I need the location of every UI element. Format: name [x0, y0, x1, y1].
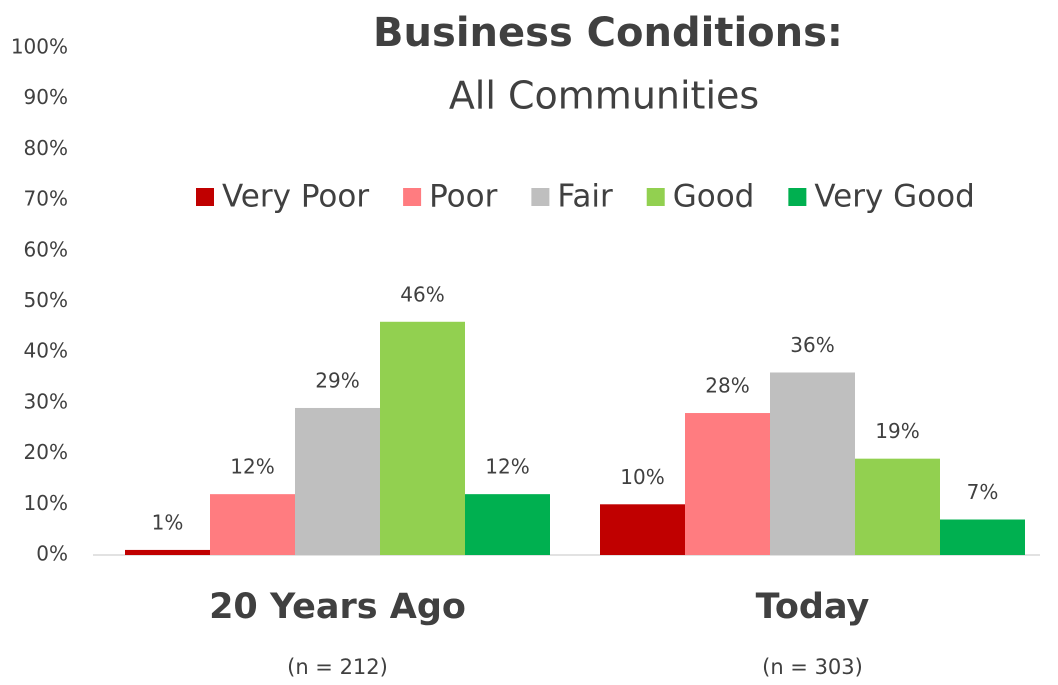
data-label: 36% — [790, 333, 834, 357]
legend-label: Fair — [557, 179, 613, 215]
data-label: 10% — [620, 465, 664, 489]
bar — [295, 407, 380, 555]
bar — [210, 494, 295, 555]
x-tick-label: Today — [756, 587, 870, 627]
bar — [770, 372, 855, 555]
bar — [685, 413, 770, 555]
y-tick-label: 70% — [24, 187, 68, 211]
y-tick-label: 50% — [24, 288, 68, 312]
data-label: 12% — [485, 455, 529, 479]
bar — [600, 504, 685, 555]
legend-label: Poor — [429, 179, 498, 215]
category-note: (n = 212) — [287, 655, 388, 679]
legend-label: Very Poor — [222, 179, 369, 215]
legend-label: Very Good — [814, 179, 974, 215]
chart-title: Business Conditions: — [373, 10, 843, 56]
y-tick-label: 40% — [24, 339, 68, 363]
bar — [940, 519, 1025, 555]
y-tick-label: 60% — [24, 237, 68, 261]
y-tick-label: 90% — [24, 85, 68, 109]
legend-swatch — [788, 188, 807, 206]
legend-swatch — [646, 188, 665, 206]
legend-label: Good — [673, 179, 755, 215]
x-tick-label: 20 Years Ago — [209, 587, 466, 627]
legend-swatch — [531, 188, 550, 206]
data-label: 19% — [875, 419, 919, 443]
y-tick-label: 10% — [24, 491, 68, 515]
category-note: (n = 303) — [762, 655, 863, 679]
data-label: 29% — [315, 368, 359, 392]
y-tick-label: 100% — [11, 35, 68, 59]
data-label: 46% — [400, 282, 444, 306]
y-tick-label: 20% — [24, 440, 68, 464]
data-label: 7% — [967, 480, 999, 504]
bar — [465, 494, 550, 555]
bar — [855, 458, 940, 555]
bar — [380, 321, 465, 555]
legend-swatch — [196, 188, 214, 206]
legend-swatch — [403, 188, 422, 206]
bar — [125, 549, 210, 555]
y-tick-label: 30% — [24, 389, 68, 413]
y-tick-label: 0% — [36, 542, 68, 566]
data-label: 12% — [230, 455, 274, 479]
y-tick-label: 80% — [24, 136, 68, 160]
data-label: 28% — [705, 374, 749, 398]
data-label: 1% — [152, 510, 184, 534]
chart-subtitle: All Communities — [449, 74, 759, 118]
